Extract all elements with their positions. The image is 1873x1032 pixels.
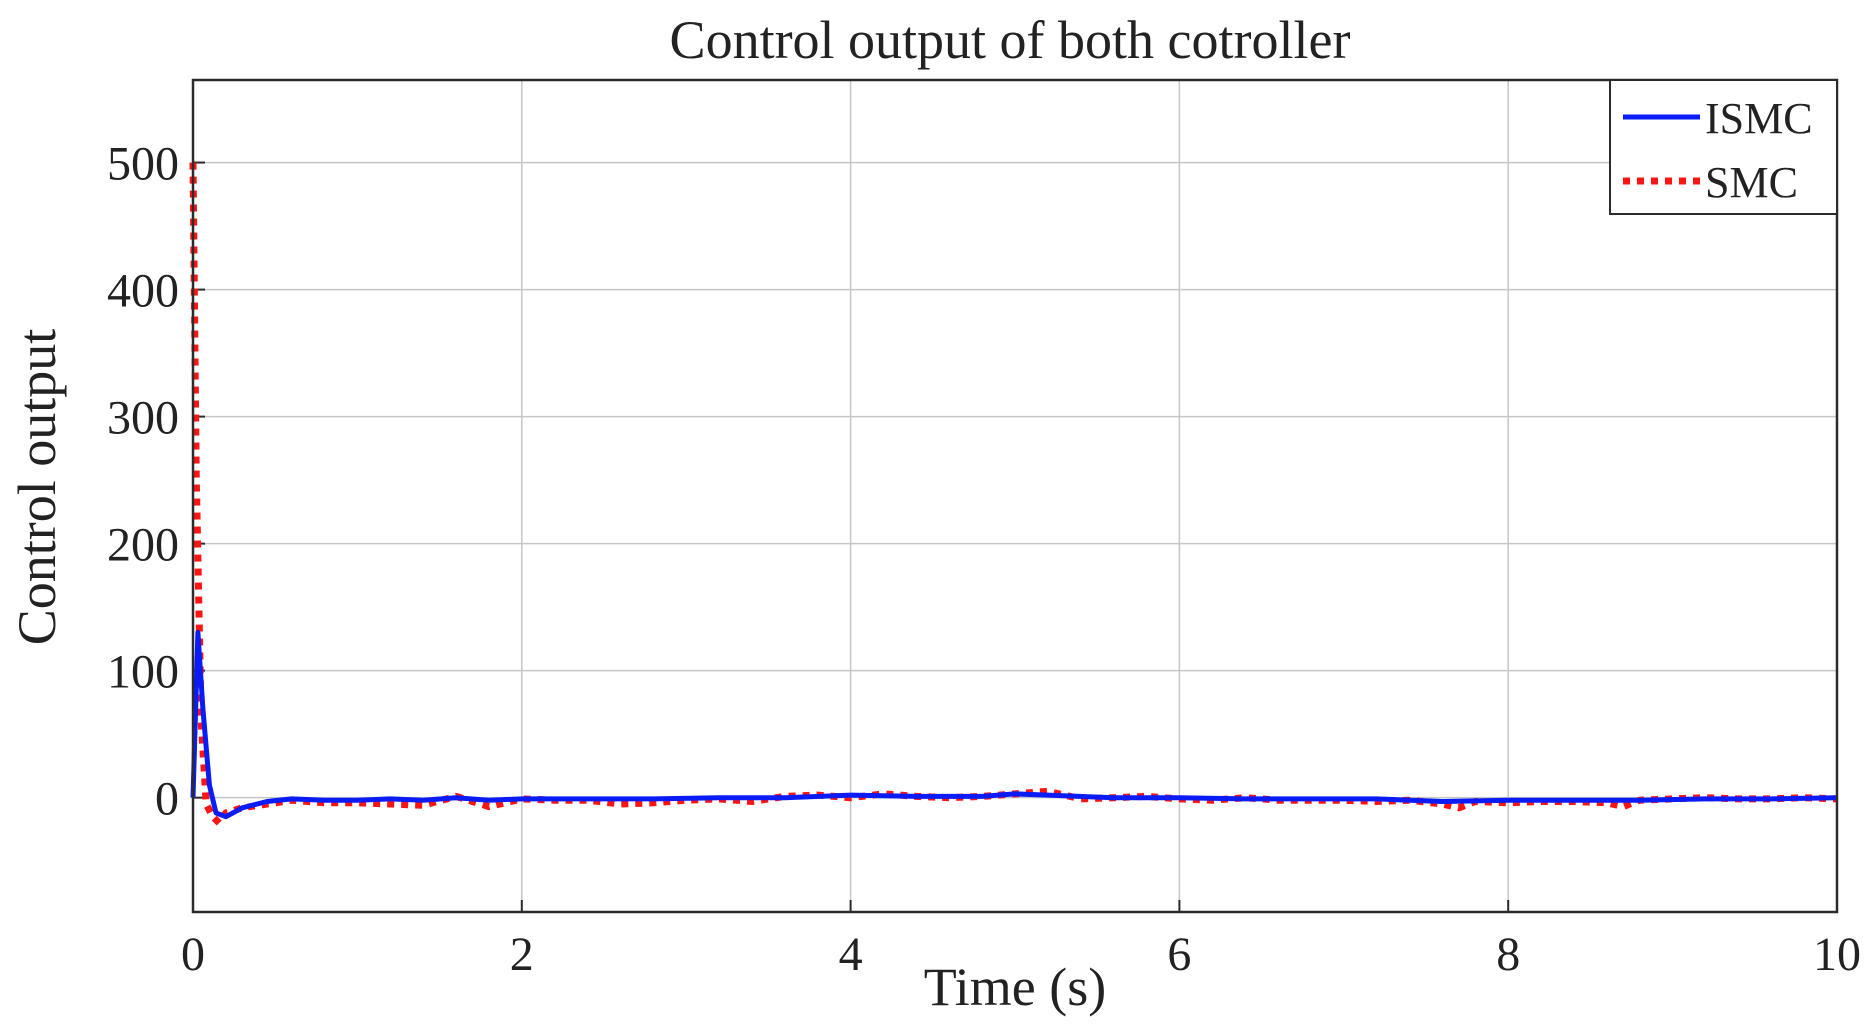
plot-frame xyxy=(191,78,1839,914)
x-tick-label: 0 xyxy=(181,928,205,981)
y-tick-label: 0 xyxy=(155,773,179,826)
y-tick-label: 400 xyxy=(107,265,179,318)
y-tick-label: 500 xyxy=(107,138,179,191)
x-tick-label: 6 xyxy=(1167,928,1191,981)
plot-series xyxy=(189,162,1838,827)
legend-box xyxy=(1609,79,1838,215)
x-axis-label: Time (s) xyxy=(924,957,1107,1017)
chart-title: Control output of both cotroller xyxy=(670,10,1351,70)
grid xyxy=(192,80,1838,912)
legend-label-ismc: ISMC xyxy=(1705,94,1813,143)
legend-label-smc: SMC xyxy=(1705,158,1798,207)
series-line-ismc xyxy=(190,630,1838,820)
y-axis-label: Control output xyxy=(7,329,67,646)
series-line-smc xyxy=(189,162,1838,827)
x-tick-label: 2 xyxy=(510,928,534,981)
legend: ISMC SMC xyxy=(1609,79,1838,215)
y-tick-label: 300 xyxy=(107,392,179,445)
x-tick-label: 10 xyxy=(1813,928,1861,981)
x-tick-label: 4 xyxy=(839,928,863,981)
y-tick-label: 200 xyxy=(107,519,179,572)
y-tick-label: 100 xyxy=(107,646,179,699)
x-tick-label: 8 xyxy=(1496,928,1520,981)
